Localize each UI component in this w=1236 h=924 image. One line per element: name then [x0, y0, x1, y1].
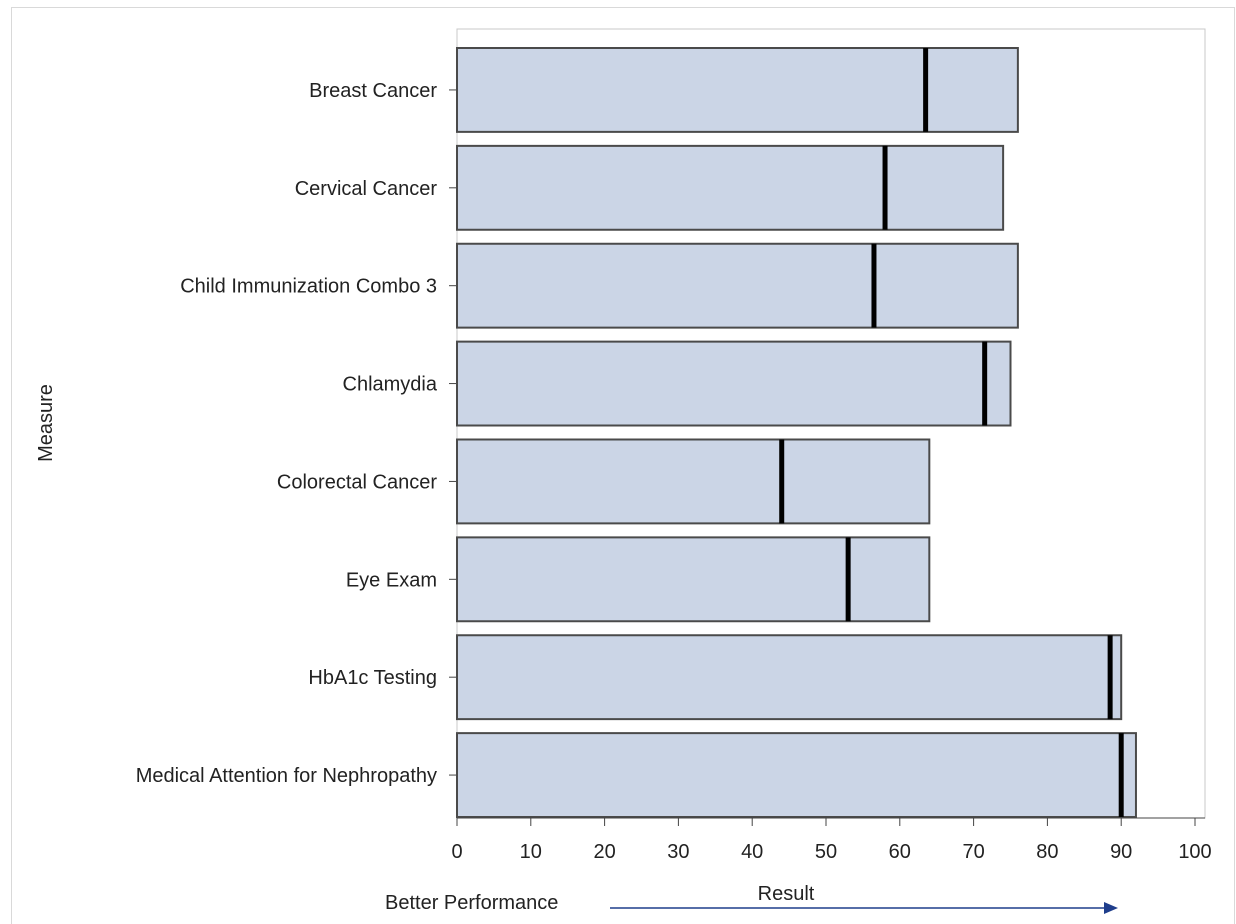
bar-6	[456, 634, 1123, 721]
x-tick-label-7: 70	[962, 841, 984, 863]
bar-0	[456, 47, 1019, 133]
y-tick-label-5: Eye Exam	[346, 569, 437, 591]
x-tick-label-1: 10	[520, 841, 542, 863]
performance-arrow-icon	[610, 902, 1118, 914]
bar-7	[456, 732, 1137, 818]
x-axis-ticks: 0 10 20 30 40 50 60 70 80 90 100	[451, 818, 1212, 863]
bar-2	[456, 242, 1019, 329]
x-tick-label-5: 50	[815, 841, 837, 863]
y-tick-label-2: Child Immunization Combo 3	[180, 276, 437, 298]
x-tick-label-9: 90	[1110, 841, 1132, 863]
y-axis-label: Measure	[35, 384, 57, 462]
y-tick-label-7: Medical Attention for Nephropathy	[136, 765, 437, 787]
y-tick-label-4: Colorectal Cancer	[277, 471, 437, 493]
annotation-better-performance: Better Performance	[385, 892, 558, 914]
x-tick-label-4: 40	[741, 841, 763, 863]
bar-3	[456, 340, 1012, 427]
x-tick-label-3: 30	[667, 841, 689, 863]
y-tick-label-0: Breast Cancer	[309, 80, 437, 102]
bar-1	[456, 144, 1005, 231]
y-tick-label-6: HbA1c Testing	[308, 667, 437, 689]
x-tick-label-6: 60	[889, 841, 911, 863]
bar-4	[456, 438, 931, 525]
x-tick-label-10: 100	[1178, 841, 1211, 863]
x-tick-label-8: 80	[1036, 841, 1058, 863]
y-axis-categories: Breast Cancer Cervical Cancer Child Immuni…	[136, 80, 456, 787]
y-tick-label-1: Cervical Cancer	[295, 178, 438, 200]
y-tick-label-3: Chlamydia	[343, 374, 438, 396]
targets-layer	[779, 48, 1124, 817]
bar-5	[456, 536, 931, 623]
x-tick-label-2: 20	[593, 841, 615, 863]
x-axis-label: Result	[758, 883, 815, 905]
x-tick-label-0: 0	[451, 841, 462, 863]
